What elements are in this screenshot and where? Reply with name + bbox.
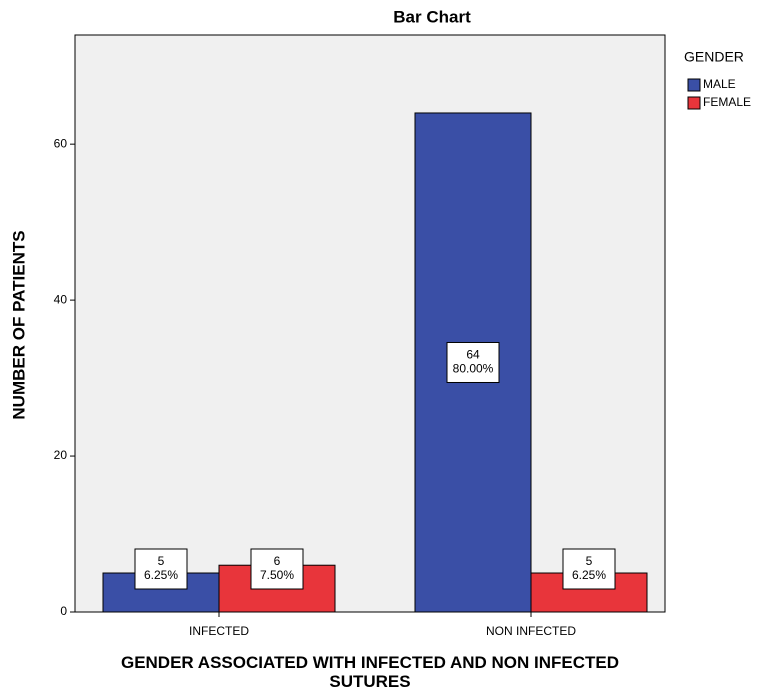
data-label: 6 <box>274 554 281 568</box>
data-label: 5 <box>586 554 593 568</box>
y-tick-label: 60 <box>54 136 68 150</box>
data-label-percent: 6.25% <box>572 568 606 582</box>
data-label: 5 <box>158 554 165 568</box>
data-label-box <box>562 548 616 590</box>
data-label-box <box>250 548 304 590</box>
x-tick-label: INFECTED <box>189 624 249 638</box>
chart-title: Bar Chart <box>393 7 471 26</box>
y-axis-label: NUMBER OF PATIENTS <box>9 230 28 419</box>
y-tick-label: 40 <box>54 292 68 306</box>
data-label: 64 <box>466 348 480 362</box>
legend-swatch <box>687 96 701 110</box>
data-label-percent: 6.25% <box>144 568 178 582</box>
y-tick-label: 0 <box>60 604 67 618</box>
data-label-percent: 80.00% <box>453 362 494 376</box>
x-tick-label: NON INFECTED <box>486 624 576 638</box>
data-label-box <box>134 548 188 590</box>
legend-label: MALE <box>703 77 736 91</box>
legend-title: GENDER <box>684 49 744 65</box>
y-tick-label: 20 <box>54 448 68 462</box>
legend-swatch <box>687 78 701 92</box>
x-axis-label: GENDER ASSOCIATED WITH INFECTED AND NON … <box>120 653 620 691</box>
data-label-percent: 7.50% <box>260 568 294 582</box>
data-label-box <box>446 341 500 383</box>
plot-area <box>74 34 666 613</box>
legend-label: FEMALE <box>703 95 751 109</box>
